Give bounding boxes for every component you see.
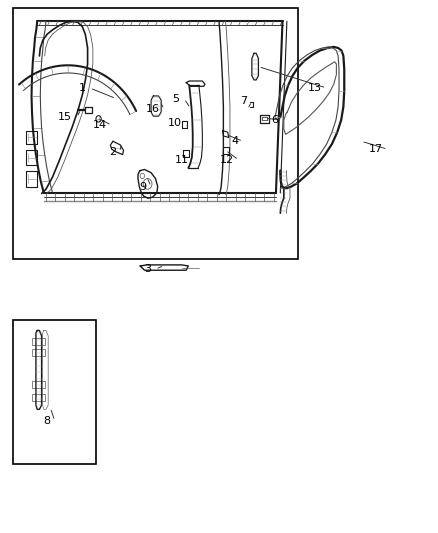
Text: 8: 8 bbox=[43, 416, 50, 426]
Text: 11: 11 bbox=[174, 155, 188, 165]
Text: 4: 4 bbox=[232, 136, 239, 146]
Text: 14: 14 bbox=[93, 120, 107, 130]
Bar bbox=[32, 338, 45, 345]
Bar bbox=[32, 394, 45, 401]
Text: 15: 15 bbox=[58, 112, 72, 122]
Bar bbox=[13, 8, 298, 259]
Bar bbox=[13, 320, 96, 464]
Text: 10: 10 bbox=[168, 118, 182, 127]
Text: 9: 9 bbox=[140, 182, 147, 191]
Text: 16: 16 bbox=[146, 104, 160, 114]
Text: 13: 13 bbox=[308, 83, 322, 93]
Text: 7: 7 bbox=[240, 96, 247, 106]
Text: 5: 5 bbox=[173, 94, 180, 103]
Text: 12: 12 bbox=[220, 155, 234, 165]
Bar bbox=[32, 381, 45, 388]
Text: 6: 6 bbox=[271, 115, 278, 125]
Bar bbox=[32, 349, 45, 356]
Text: 3: 3 bbox=[144, 264, 151, 274]
Text: 1: 1 bbox=[78, 83, 85, 93]
Text: 17: 17 bbox=[369, 144, 383, 154]
Text: 2: 2 bbox=[109, 147, 116, 157]
